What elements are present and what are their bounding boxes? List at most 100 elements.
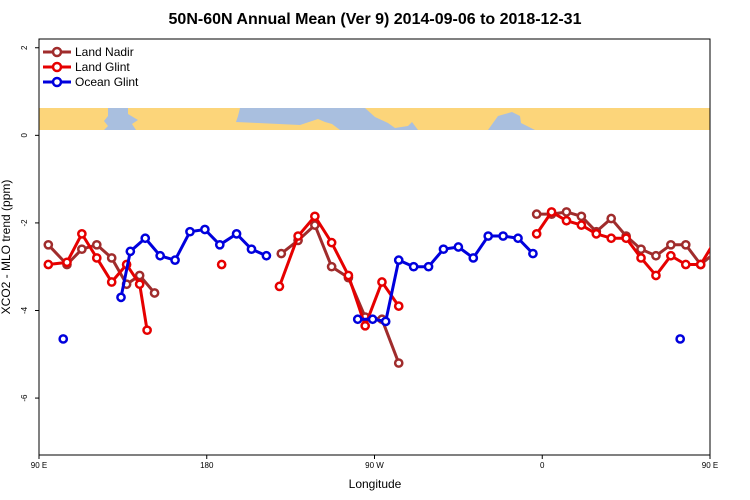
plot-frame <box>38 38 711 456</box>
data-point <box>651 270 661 281</box>
data-point <box>716 230 723 237</box>
data-point <box>734 241 741 248</box>
data-point <box>513 233 523 244</box>
series-layer <box>43 207 741 368</box>
data-point <box>393 358 404 368</box>
series-land-glint <box>43 207 741 336</box>
data-point <box>43 239 54 250</box>
data-point <box>380 316 391 327</box>
data-point <box>293 231 303 241</box>
data-point <box>483 231 494 241</box>
x-axis: 90 E 180 90 W 0 90 E <box>31 455 718 470</box>
data-point <box>393 255 404 265</box>
data-point <box>200 224 210 235</box>
data-point <box>591 229 602 239</box>
data-point <box>246 244 257 255</box>
data-point <box>326 261 337 272</box>
data-point <box>261 250 272 261</box>
legend-entry-label: Land Nadir <box>75 45 134 59</box>
data-point <box>621 233 631 244</box>
data-point <box>216 259 227 270</box>
data-point <box>498 231 508 241</box>
data-point <box>606 213 617 224</box>
data-point <box>125 246 136 257</box>
data-point <box>528 248 538 259</box>
y-axis: 2 0 -2 -4 -6 <box>20 45 39 402</box>
data-point <box>231 229 242 239</box>
data-point <box>310 211 320 222</box>
data-point <box>43 259 54 270</box>
x-tick-label: 180 <box>200 461 214 470</box>
y-tick-label: 0 <box>20 133 29 138</box>
x-axis-label: Longitude <box>349 477 402 491</box>
data-point <box>58 334 69 344</box>
legend-swatch-marker <box>51 76 63 88</box>
data-point <box>408 261 419 272</box>
data-point <box>423 261 434 272</box>
data-point <box>134 279 145 290</box>
data-point <box>546 207 557 217</box>
data-point <box>666 239 676 250</box>
data-point <box>716 246 723 253</box>
data-point <box>666 250 676 261</box>
data-point <box>680 239 691 250</box>
data-point <box>343 270 354 281</box>
map-land-middle <box>128 108 340 130</box>
data-point <box>734 254 741 261</box>
data-point <box>438 244 449 255</box>
data-point <box>352 314 363 325</box>
data-point <box>531 209 542 220</box>
data-point <box>155 250 166 261</box>
y-tick-label: -6 <box>20 394 29 402</box>
data-point <box>142 325 152 336</box>
data-point <box>377 277 387 287</box>
x-tick-label: 90 W <box>365 461 384 470</box>
data-point <box>106 253 117 263</box>
data-point <box>274 281 285 292</box>
map-greenland <box>340 108 360 128</box>
data-point <box>116 292 126 303</box>
data-point <box>367 314 378 325</box>
series-ocean-glint <box>58 224 686 344</box>
data-point <box>91 253 102 263</box>
x-tick-label: 90 E <box>702 461 718 470</box>
data-point <box>276 248 287 259</box>
data-point <box>606 233 617 244</box>
data-point <box>310 220 320 230</box>
data-point <box>695 259 706 270</box>
chart-title: 50N-60N Annual Mean (Ver 9) 2014-09-06 t… <box>169 11 582 28</box>
data-point <box>675 334 686 344</box>
data-point <box>636 244 646 255</box>
data-point <box>140 233 151 244</box>
legend-entry-label: Ocean Glint <box>75 75 139 89</box>
legend-swatch-marker <box>51 61 63 73</box>
map-land-west <box>39 108 108 130</box>
x-tick-label: 90 E <box>31 461 47 470</box>
y-tick-label: -4 <box>20 306 29 314</box>
series-line <box>280 223 401 364</box>
data-point <box>214 239 225 250</box>
data-point <box>453 242 464 252</box>
data-point <box>561 215 572 226</box>
data-point <box>106 277 117 287</box>
data-point <box>468 253 479 263</box>
map-land-east <box>365 108 710 130</box>
y-tick-label: -2 <box>20 219 29 227</box>
data-point <box>393 301 404 311</box>
data-point <box>531 229 542 239</box>
data-point <box>561 207 572 217</box>
data-point <box>62 257 72 268</box>
world-map-strip <box>39 108 710 130</box>
data-point <box>185 226 195 237</box>
series-line <box>535 210 710 277</box>
data-point <box>680 259 691 270</box>
data-point <box>134 270 145 281</box>
data-point <box>636 253 646 263</box>
data-point <box>576 211 587 222</box>
data-point <box>576 220 587 230</box>
data-point <box>170 255 180 265</box>
data-point <box>651 250 661 261</box>
x-tick-label: 0 <box>540 461 545 470</box>
